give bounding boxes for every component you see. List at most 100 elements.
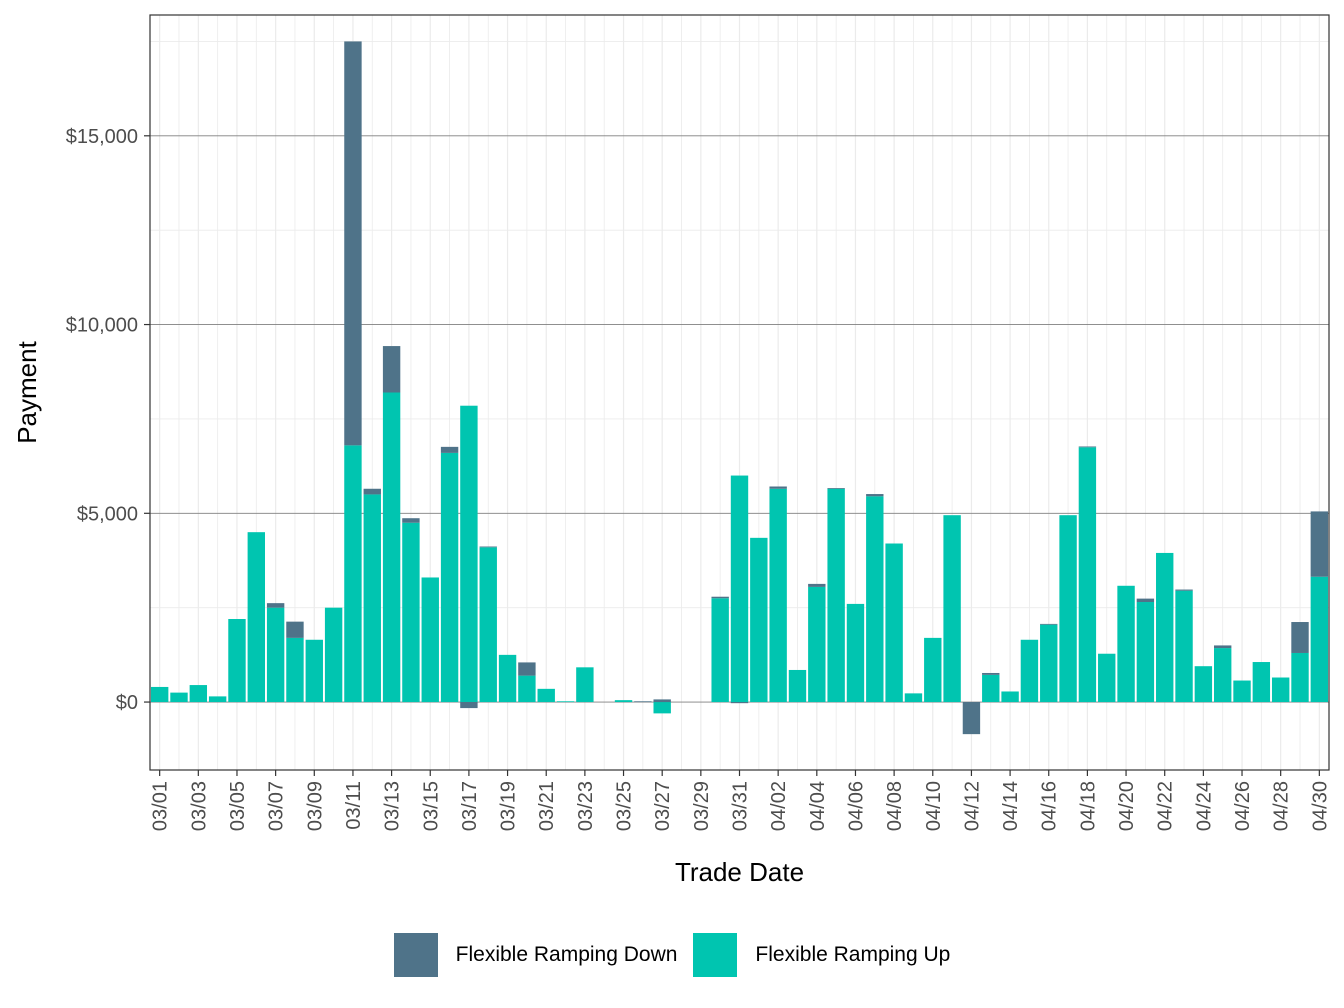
- x-tick-label: 04/12: [961, 781, 983, 831]
- bar-ramping-up-04-05: [827, 488, 845, 703]
- bar-ramping-up-04-20: [1117, 585, 1135, 703]
- bar-ramping-up-04-25: [1213, 648, 1232, 703]
- bar-ramping-up-03-22: [556, 701, 575, 703]
- y-axis: $0 $5,000 $10,000 $15,000: [66, 126, 150, 714]
- bar-ramping-up-03-16: [440, 452, 459, 703]
- x-tick-label: 04/24: [1193, 781, 1215, 831]
- x-tick-label: 03/05: [227, 781, 249, 831]
- x-tick-label: 03/21: [536, 781, 558, 831]
- bar-ramping-down-04-30: [1310, 511, 1329, 577]
- bar-ramping-down-04-07: [866, 494, 884, 497]
- bar-ramping-down-03-12: [363, 488, 381, 495]
- bar-ramping-up-04-19: [1098, 653, 1116, 703]
- bar-ramping-up-04-13: [982, 674, 1000, 703]
- bar-ramping-up-04-16: [1040, 624, 1058, 703]
- bar-ramping-down-03-11: [344, 41, 362, 446]
- x-axis: 03/01 03/03 03/05 03/07 03/09 03/11 03/13 03/15…: [150, 770, 1331, 831]
- legend-label-up: Flexible Ramping Up: [755, 943, 951, 966]
- x-axis-title: Trade Date: [675, 857, 804, 887]
- legend: Flexible Ramping Down Flexible Ramping U…: [0, 930, 1344, 980]
- bar-ramping-up-04-02: [769, 488, 787, 703]
- bar-ramping-up-03-01: [150, 686, 169, 703]
- bar-ramping-up-04-08: [885, 543, 903, 703]
- x-tick-label: 04/04: [807, 781, 829, 831]
- x-tick-label: 03/07: [266, 781, 288, 831]
- x-tick-label: 03/09: [304, 781, 326, 831]
- bar-ramping-up-04-29: [1291, 652, 1309, 703]
- bar-ramping-down-04-02: [769, 486, 787, 489]
- bar-ramping-up-03-12: [363, 494, 381, 703]
- legend-label-down: Flexible Ramping Down: [455, 943, 678, 966]
- x-tick-label: 04/30: [1309, 781, 1331, 831]
- bar-ramping-up-03-02: [170, 692, 188, 703]
- bar-ramping-up-03-10: [324, 607, 343, 703]
- bar-ramping-up-03-23: [576, 667, 594, 703]
- bar-ramping-down-04-13: [982, 672, 1000, 675]
- x-tick-label: 03/31: [730, 781, 752, 831]
- bar-ramping-down-03-17: [460, 702, 478, 709]
- x-tick-label: 04/18: [1077, 781, 1099, 831]
- legend-item-down: Flexible Ramping Down: [393, 933, 678, 977]
- bar-ramping-up-04-11: [943, 515, 961, 703]
- bar-ramping-up-04-10: [924, 637, 942, 703]
- y-tick-label: $10,000: [66, 315, 138, 337]
- bar-ramping-up-04-06: [846, 603, 865, 703]
- bar-ramping-up-04-23: [1175, 590, 1193, 703]
- bar-ramping-up-03-27: [653, 702, 671, 714]
- bar-ramping-up-04-15: [1020, 639, 1039, 703]
- x-tick-label: 03/27: [652, 781, 674, 831]
- y-tick-label: $5,000: [77, 503, 138, 525]
- bar-ramping-down-04-05: [827, 488, 845, 489]
- bar-ramping-up-03-04: [208, 696, 227, 703]
- bar-ramping-up-03-03: [189, 685, 208, 703]
- x-tick-label: 04/14: [1000, 781, 1022, 831]
- bar-ramping-down-03-16: [440, 446, 459, 453]
- x-tick-label: 03/25: [614, 781, 636, 831]
- bar-ramping-up-04-21: [1136, 602, 1155, 703]
- bar-ramping-down-03-31: [730, 702, 749, 704]
- bar-ramping-down-03-26: [634, 701, 652, 703]
- x-tick-label: 04/02: [768, 781, 790, 831]
- bar-ramping-up-04-28: [1271, 677, 1290, 703]
- bar-ramping-up-03-17: [460, 405, 478, 703]
- y-axis-title: Payment: [12, 340, 42, 443]
- bar-ramping-up-03-07: [266, 607, 285, 703]
- y-tick-label: $15,000: [66, 126, 138, 148]
- bar-ramping-up-03-09: [305, 639, 323, 703]
- bar-ramping-up-04-18: [1078, 447, 1097, 703]
- bar-ramping-down-04-18: [1078, 446, 1097, 448]
- bar-ramping-down-03-20: [518, 662, 536, 676]
- bar-ramping-down-03-08: [286, 621, 304, 638]
- bar-ramping-up-03-15: [421, 577, 439, 703]
- x-tick-label: 03/17: [459, 781, 481, 831]
- bar-ramping-up-03-18: [479, 547, 497, 703]
- bar-ramping-up-04-26: [1233, 680, 1251, 703]
- bar-ramping-down-03-07: [266, 603, 285, 608]
- bar-ramping-down-03-13: [382, 346, 401, 393]
- legend-item-up: Flexible Ramping Up: [693, 933, 950, 977]
- legend-swatch-down: [393, 933, 438, 977]
- x-tick-label: 03/19: [498, 781, 520, 831]
- x-tick-label: 04/08: [884, 781, 906, 831]
- bar-ramping-up-03-13: [382, 392, 401, 703]
- bar-ramping-up-03-11: [344, 445, 362, 703]
- bar-ramping-up-04-14: [1001, 691, 1019, 703]
- bar-ramping-up-04-04: [808, 586, 826, 703]
- bar-ramping-down-04-25: [1213, 645, 1232, 649]
- legend-swatch-up: [693, 933, 738, 977]
- x-tick-label: 03/29: [691, 781, 713, 831]
- bar-ramping-up-04-01: [750, 537, 768, 703]
- x-tick-label: 04/22: [1155, 781, 1177, 831]
- x-tick-label: 04/26: [1232, 781, 1254, 831]
- bar-ramping-down-04-12: [962, 702, 981, 735]
- x-tick-label: 03/13: [382, 781, 404, 831]
- bar-ramping-up-04-03: [788, 669, 807, 703]
- y-tick-label: $0: [116, 692, 138, 714]
- bar-ramping-up-03-31: [730, 475, 749, 703]
- bar-ramping-up-03-05: [228, 619, 246, 703]
- bar-ramping-up-03-20: [518, 675, 536, 703]
- bar-ramping-up-04-22: [1156, 552, 1174, 703]
- x-tick-label: 04/10: [923, 781, 945, 831]
- bar-ramping-up-04-27: [1252, 662, 1271, 703]
